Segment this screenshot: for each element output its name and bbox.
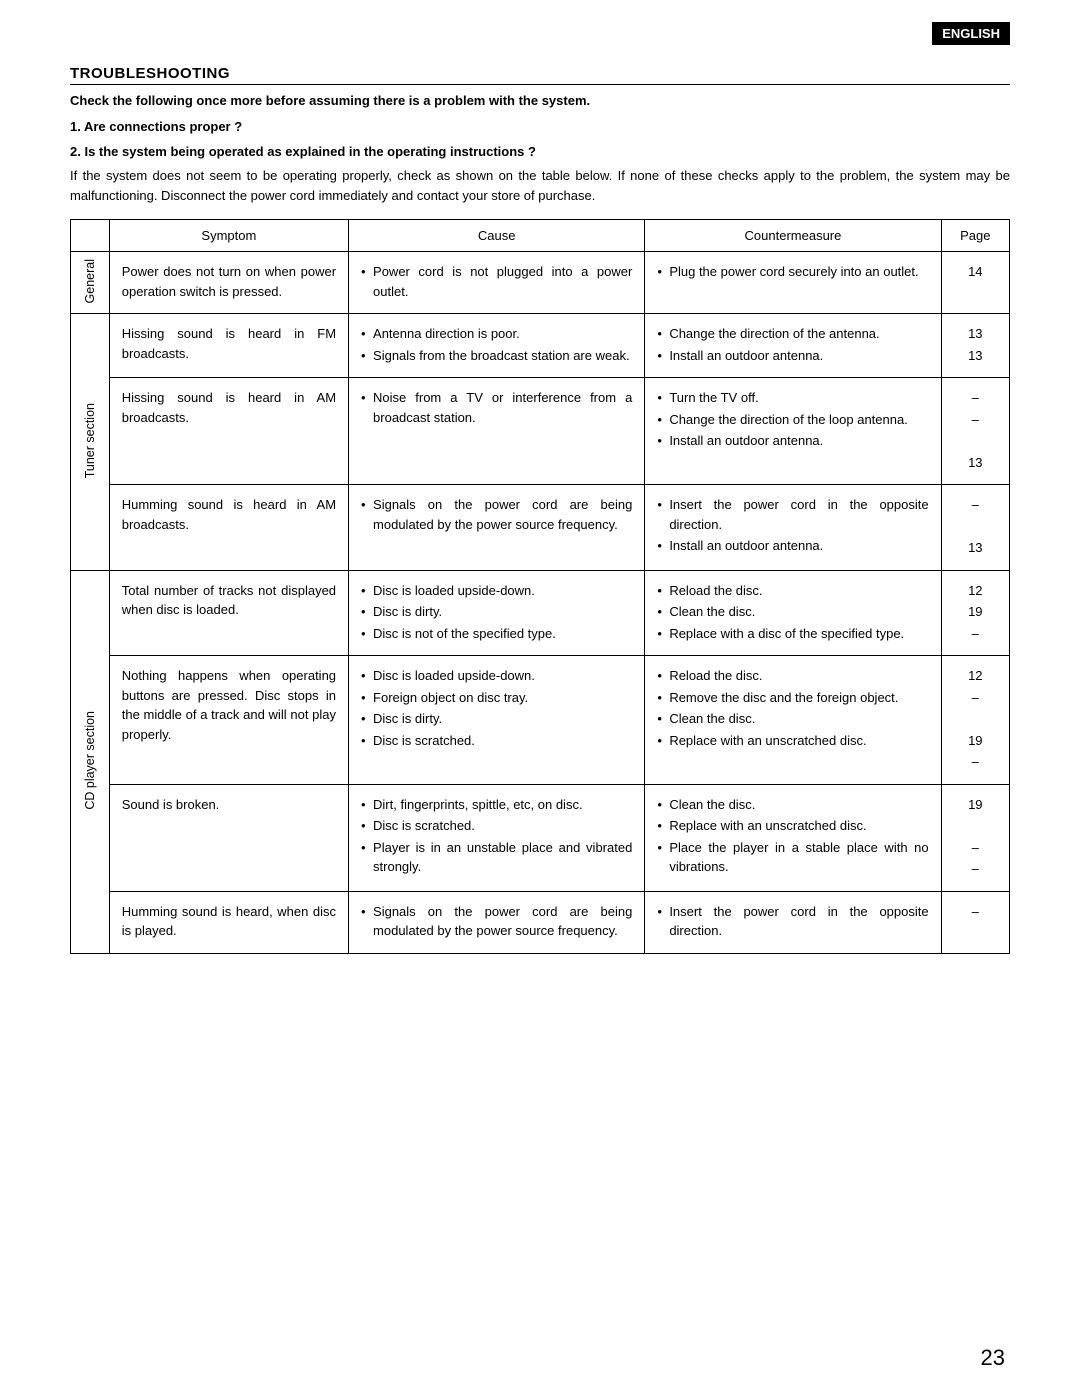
col-header-page: Page (941, 220, 1009, 252)
section-title: TROUBLESHOOTING (70, 65, 1010, 85)
col-header-category (71, 220, 110, 252)
bullet: •Install an outdoor antenna. (657, 346, 928, 366)
cause-cell: •Noise from a TV or interference from a … (349, 378, 645, 485)
symptom-cell: Nothing happens when operating buttons a… (109, 656, 348, 785)
cause-cell: •Signals on the power cord are being mod… (349, 485, 645, 571)
cause-cell: •Disc is loaded upside-down.•Disc is dir… (349, 570, 645, 656)
category-cell: General (71, 252, 110, 314)
countermeasure-cell: •Insert the power cord in the opposite d… (645, 485, 941, 571)
col-header-cause: Cause (349, 220, 645, 252)
symptom-cell: Humming sound is heard in AM broadcasts. (109, 485, 348, 571)
bullet: •Antenna direction is poor. (361, 324, 632, 344)
bullet: •Change the direction of the antenna. (657, 324, 928, 344)
bullet: •Disc is not of the specified type. (361, 624, 632, 644)
bullet: •Signals from the broadcast station are … (361, 346, 632, 366)
symptom-cell: Sound is broken. (109, 784, 348, 891)
countermeasure-cell: •Turn the TV off.•Change the direction o… (645, 378, 941, 485)
page-number: 23 (981, 1345, 1005, 1371)
countermeasure-cell: •Change the direction of the antenna.•In… (645, 314, 941, 378)
countermeasure-cell: •Clean the disc.•Replace with an unscrat… (645, 784, 941, 891)
cause-cell: •Power cord is not plugged into a power … (349, 252, 645, 314)
bullet: •Remove the disc and the foreign object. (657, 688, 928, 708)
table-row: Sound is broken. •Dirt, fingerprints, spi… (71, 784, 1010, 891)
bullet: •Clean the disc. (657, 795, 928, 815)
troubleshooting-table: Symptom Cause Countermeasure Page Genera… (70, 219, 1010, 954)
language-badge: ENGLISH (932, 22, 1010, 45)
bullet: •Insert the power cord in the opposite d… (657, 495, 928, 534)
bullet: •Install an outdoor antenna. (657, 536, 928, 556)
cause-cell: •Disc is loaded upside-down.•Foreign obj… (349, 656, 645, 785)
symptom-cell: Hissing sound is heard in FM broadcasts. (109, 314, 348, 378)
bullet: •Plug the power cord securely into an ou… (657, 262, 928, 282)
table-row: Humming sound is heard in AM broadcasts.… (71, 485, 1010, 571)
intro-q1: 1. Are connections proper ? (70, 117, 1010, 137)
bullet: •Noise from a TV or interference from a … (361, 388, 632, 427)
symptom-cell: Humming sound is heard, when disc is pla… (109, 891, 348, 953)
bullet: •Turn the TV off. (657, 388, 928, 408)
cause-cell: •Signals on the power cord are being mod… (349, 891, 645, 953)
bullet: •Signals on the power cord are being mod… (361, 495, 632, 534)
bullet: •Replace with an unscratched disc. (657, 731, 928, 751)
bullet: •Disc is dirty. (361, 602, 632, 622)
intro-paragraph: If the system does not seem to be operat… (70, 166, 1010, 208)
col-header-symptom: Symptom (109, 220, 348, 252)
table-row: GeneralPower does not turn on when power… (71, 252, 1010, 314)
cause-cell: •Dirt, fingerprints, spittle, etc, on di… (349, 784, 645, 891)
bullet: •Disc is scratched. (361, 731, 632, 751)
page-root: ENGLISH TROUBLESHOOTING Check the follow… (0, 0, 1080, 1399)
intro-q2: 2. Is the system being operated as expla… (70, 142, 1010, 162)
bullet: •Clean the disc. (657, 602, 928, 622)
page-cell: 19–– (941, 784, 1009, 891)
symptom-cell: Total number of tracks not displayed whe… (109, 570, 348, 656)
page-cell: 1219– (941, 570, 1009, 656)
bullet: •Clean the disc. (657, 709, 928, 729)
bullet: •Disc is loaded upside-down. (361, 581, 632, 601)
countermeasure-cell: •Insert the power cord in the opposite d… (645, 891, 941, 953)
intro-check-line: Check the following once more before ass… (70, 91, 1010, 111)
col-header-countermeasure: Countermeasure (645, 220, 941, 252)
bullet: •Disc is scratched. (361, 816, 632, 836)
page-cell: – (941, 891, 1009, 953)
bullet: •Reload the disc. (657, 581, 928, 601)
category-cell: CD player section (71, 570, 110, 953)
table-row: Hissing sound is heard in AM broadcasts.… (71, 378, 1010, 485)
table-row: Tuner sectionHissing sound is heard in F… (71, 314, 1010, 378)
bullet: •Disc is loaded upside-down. (361, 666, 632, 686)
bullet: •Change the direction of the loop antenn… (657, 410, 928, 430)
bullet: •Insert the power cord in the opposite d… (657, 902, 928, 941)
table-header-row: Symptom Cause Countermeasure Page (71, 220, 1010, 252)
symptom-cell: Hissing sound is heard in AM broadcasts. (109, 378, 348, 485)
bullet: •Foreign object on disc tray. (361, 688, 632, 708)
cause-cell: •Antenna direction is poor.•Signals from… (349, 314, 645, 378)
countermeasure-cell: •Reload the disc.•Clean the disc.•Replac… (645, 570, 941, 656)
category-cell: Tuner section (71, 314, 110, 571)
page-cell: –13 (941, 485, 1009, 571)
countermeasure-cell: •Plug the power cord securely into an ou… (645, 252, 941, 314)
table-row: Nothing happens when operating buttons a… (71, 656, 1010, 785)
bullet: •Player is in an unstable place and vibr… (361, 838, 632, 877)
bullet: •Signals on the power cord are being mod… (361, 902, 632, 941)
page-cell: 14 (941, 252, 1009, 314)
table-row: CD player sectionTotal number of tracks … (71, 570, 1010, 656)
bullet: •Reload the disc. (657, 666, 928, 686)
bullet: •Replace with a disc of the specified ty… (657, 624, 928, 644)
bullet: •Install an outdoor antenna. (657, 431, 928, 451)
bullet: •Dirt, fingerprints, spittle, etc, on di… (361, 795, 632, 815)
bullet: •Replace with an unscratched disc. (657, 816, 928, 836)
bullet: •Disc is dirty. (361, 709, 632, 729)
countermeasure-cell: •Reload the disc.•Remove the disc and th… (645, 656, 941, 785)
page-cell: ––13 (941, 378, 1009, 485)
symptom-cell: Power does not turn on when power operat… (109, 252, 348, 314)
bullet: •Place the player in a stable place with… (657, 838, 928, 877)
table-row: Humming sound is heard, when disc is pla… (71, 891, 1010, 953)
bullet: •Power cord is not plugged into a power … (361, 262, 632, 301)
page-cell: 1313 (941, 314, 1009, 378)
page-cell: 12–19– (941, 656, 1009, 785)
